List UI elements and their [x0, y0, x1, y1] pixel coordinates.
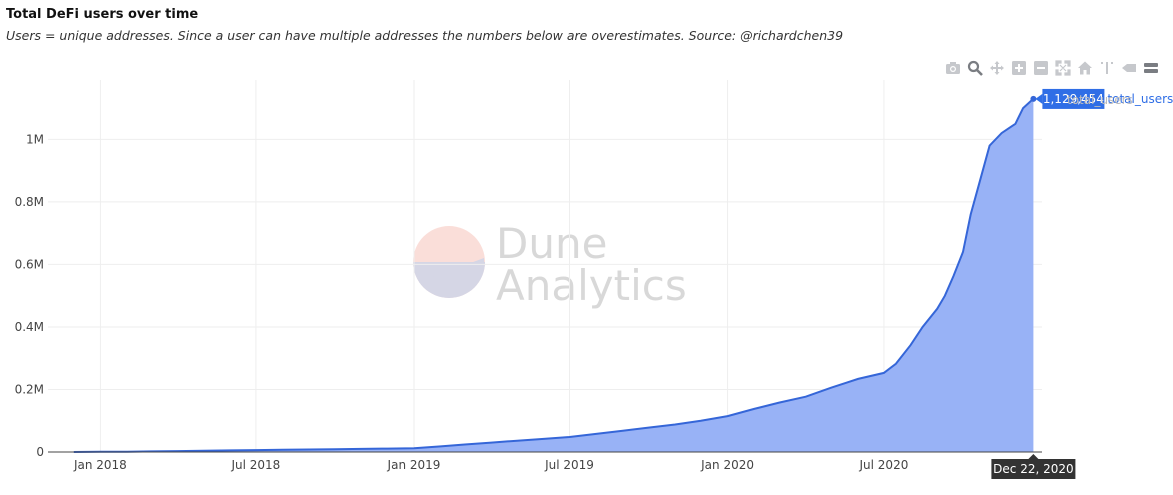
series-line	[73, 98, 1035, 453]
hover-value-label: 1,129,454	[1043, 92, 1104, 106]
y-tick-label: 0.8M	[15, 195, 44, 209]
y-tick-label: 0.2M	[15, 382, 44, 396]
hover-x-label: Dec 22, 2020	[993, 462, 1073, 476]
zoom-icon[interactable]	[967, 60, 983, 76]
y-tick-label: 1M	[26, 132, 44, 146]
y-axis: 0 0.2M 0.4M 0.6M 0.8M 1M	[15, 132, 44, 459]
hover-point	[1030, 95, 1037, 102]
legend-label[interactable]: total_users	[1067, 93, 1133, 107]
hover-x-pointer	[1028, 454, 1039, 459]
watermark-line2: Analytics	[496, 261, 687, 310]
x-axis: Jan 2018 Jul 2018 Jan 2019 Jul 2019 Jan 2020…	[48, 451, 1042, 472]
spike-lines-icon[interactable]	[1099, 60, 1115, 76]
hover-value-box	[1042, 88, 1105, 109]
y-tick-label: 0.6M	[15, 257, 44, 271]
watermark-logo-top	[413, 226, 485, 298]
hover-series-label: total_users	[1107, 92, 1173, 106]
hover-x-box	[991, 459, 1076, 479]
y-tick-label: 0	[36, 445, 44, 459]
x-tick-label: Jul 2020	[859, 458, 909, 472]
grid-lines	[48, 80, 1042, 452]
legend[interactable]: total_users	[1067, 93, 1133, 107]
x-tick-label: Jul 2019	[544, 458, 594, 472]
home-icon[interactable]	[1077, 60, 1093, 76]
series-area	[73, 98, 1035, 453]
zoom-out-icon[interactable]	[1033, 60, 1049, 76]
x-tick-label: Jan 2018	[73, 458, 127, 472]
chart-title: Total DeFi users over time	[6, 7, 199, 22]
x-tick-label: Jul 2018	[230, 458, 280, 472]
hover-compare-icon[interactable]	[1143, 60, 1159, 76]
autoscale-icon[interactable]	[1055, 60, 1071, 76]
hover-closest-icon[interactable]	[1121, 60, 1137, 76]
y-tick-label: 0.4M	[15, 320, 44, 334]
x-tick-label: Jan 2019	[387, 458, 441, 472]
hover-pointer	[1035, 93, 1043, 104]
area-fill	[73, 98, 1034, 453]
x-tick-label: Jan 2020	[700, 458, 754, 472]
watermark-logo-slice	[419, 258, 485, 297]
pan-icon[interactable]	[989, 60, 1005, 76]
modebar	[945, 60, 1159, 76]
dune-analytics-watermark: Dune Analytics	[413, 219, 687, 310]
hover-layer: 1,129,454 total_users Dec 22, 2020	[991, 88, 1173, 479]
watermark-logo-bottom	[413, 262, 485, 298]
watermark-line1: Dune	[496, 219, 607, 268]
camera-icon[interactable]	[945, 60, 961, 76]
zoom-in-icon[interactable]	[1011, 60, 1027, 76]
chart-subtitle: Users = unique addresses. Since a user c…	[6, 28, 844, 43]
